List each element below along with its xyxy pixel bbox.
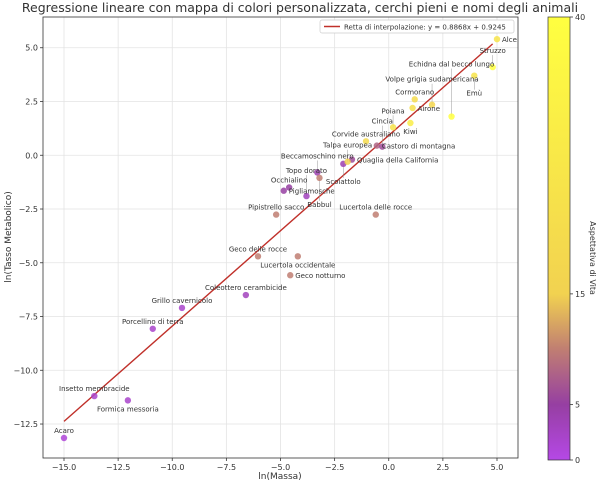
y-tick-label: −7.5: [19, 313, 38, 322]
point-label: Corvide australiano: [332, 130, 400, 138]
data-point: [124, 397, 132, 404]
x-ticks: −15.0 −12.5 −10.0 −7.5 −5.0 −2.5 0.0 2.5 5.0: [52, 458, 504, 472]
point-label: Lucertola delle rocce: [339, 204, 412, 212]
point-label: Geco delle rocce: [229, 245, 287, 253]
colorbar-tick-label: 40: [575, 13, 585, 22]
point-label: Porcellino di terra: [122, 318, 184, 326]
data-point: [344, 158, 351, 165]
data-point: [471, 72, 478, 79]
y-tick-label: −10.0: [13, 366, 38, 375]
colorbar-tick-label: 5: [575, 401, 580, 410]
y-tick-label: −5.0: [19, 259, 38, 268]
y-tick-label: 2.5: [25, 98, 38, 107]
data-point: [407, 119, 414, 127]
data-point: [254, 253, 262, 260]
point-label: Echidna dal becco lungo: [409, 61, 494, 69]
point-label: Pigliamosche: [289, 188, 335, 196]
x-tick-label: −7.5: [217, 463, 236, 472]
data-point: [428, 101, 436, 108]
data-point: [389, 124, 397, 131]
data-point: [316, 174, 323, 182]
data-point: [60, 434, 68, 442]
data-point: [149, 325, 156, 332]
colorbar: 0 5 15 40: [547, 13, 585, 465]
point-label: Coleottero cerambicide: [205, 284, 287, 292]
data-point: [411, 96, 418, 103]
point-label: Kiwi: [403, 128, 417, 136]
data-point: [489, 63, 496, 71]
point-label: Occhialino: [271, 177, 308, 185]
point-label: Grillo cavernicolo: [152, 297, 213, 305]
point-label: Alce: [502, 36, 517, 44]
data-point: [272, 211, 280, 218]
x-tick-label: −12.5: [106, 463, 131, 472]
data-point: [493, 35, 501, 43]
data-point: [285, 184, 293, 191]
y-tick-label: −2.5: [19, 205, 38, 214]
data-point: [362, 138, 370, 145]
point-label: Airone: [418, 105, 440, 113]
point-label: Cincia: [372, 118, 393, 126]
data-point: [448, 113, 455, 120]
point-label: Talpa europea: [322, 142, 372, 150]
point-label: Volpe grigia sudamericana: [385, 76, 478, 84]
point-label: Acaro: [54, 427, 74, 435]
point-label: Cormorano: [395, 88, 434, 96]
points: [60, 35, 501, 442]
x-tick-label: 2.5: [437, 463, 450, 472]
point-label: Castoro di montagna: [382, 143, 455, 151]
point-labels: Acaro Insetto membracide Formica messoria P…: [54, 36, 517, 435]
data-point: [294, 253, 302, 260]
point-label: Insetto membracide: [59, 385, 130, 393]
point-label: Topo dorato: [285, 167, 327, 175]
x-tick-label: −10.0: [160, 463, 185, 472]
colorbar-tick-label: 0: [575, 456, 580, 465]
data-point: [372, 211, 379, 218]
grid: [43, 17, 518, 458]
point-label: Struzzo: [480, 47, 506, 55]
point-label: Lucertola occidentale: [260, 261, 335, 269]
point-label: Beccamoschino nero: [281, 152, 354, 160]
y-tick-label: 0.0: [25, 151, 38, 160]
colorbar-tick-label: 15: [575, 290, 585, 299]
data-point: [242, 291, 250, 299]
colorbar-bar: [547, 16, 571, 461]
chart-title: Regressione lineare con mappa di colori …: [22, 0, 578, 15]
point-label: Babbul: [307, 201, 331, 209]
colorbar-label: Aspettativa di Vita: [588, 221, 597, 295]
data-point: [303, 192, 310, 200]
legend: Retta di interpolazione: y = 0.8868x + 0…: [319, 19, 515, 34]
point-label: Quaglia della California: [357, 157, 438, 165]
point-label: Emù: [466, 90, 482, 98]
data-point: [91, 392, 98, 400]
point-label: Pipistrello sacco: [248, 204, 304, 212]
data-point: [409, 104, 416, 112]
y-tick-label: 5.0: [25, 44, 38, 53]
point-label: Scoiattolo: [326, 178, 361, 186]
x-tick-label: −15.0: [52, 463, 77, 472]
data-point: [178, 304, 186, 312]
x-tick-label: 5.0: [491, 463, 504, 472]
point-label: Formica messoria: [97, 405, 159, 413]
x-axis-label: ln(Massa): [258, 472, 301, 482]
y-tick-label: −12.5: [13, 420, 38, 429]
point-label: Poiana: [381, 107, 404, 115]
regression-line: [63, 43, 494, 422]
data-point: [314, 169, 321, 176]
regression-line-group: [63, 43, 494, 422]
x-tick-label: −5.0: [271, 463, 290, 472]
y-axis-label: ln(Tasso Metabolico): [4, 191, 14, 283]
point-label: Geco notturno: [295, 272, 345, 280]
data-point: [280, 187, 287, 194]
x-tick-label: 0.0: [382, 463, 395, 472]
legend-label: Retta di interpolazione: y = 0.8868x + 0…: [344, 24, 506, 32]
x-tick-label: −2.5: [325, 463, 344, 472]
data-point: [373, 142, 381, 149]
legend-box: [319, 19, 515, 34]
y-ticks: 5.0 2.5 0.0 −2.5 −5.0 −7.5 −10.0 −12.5: [13, 44, 43, 429]
data-point: [379, 143, 386, 150]
data-point: [287, 272, 294, 279]
